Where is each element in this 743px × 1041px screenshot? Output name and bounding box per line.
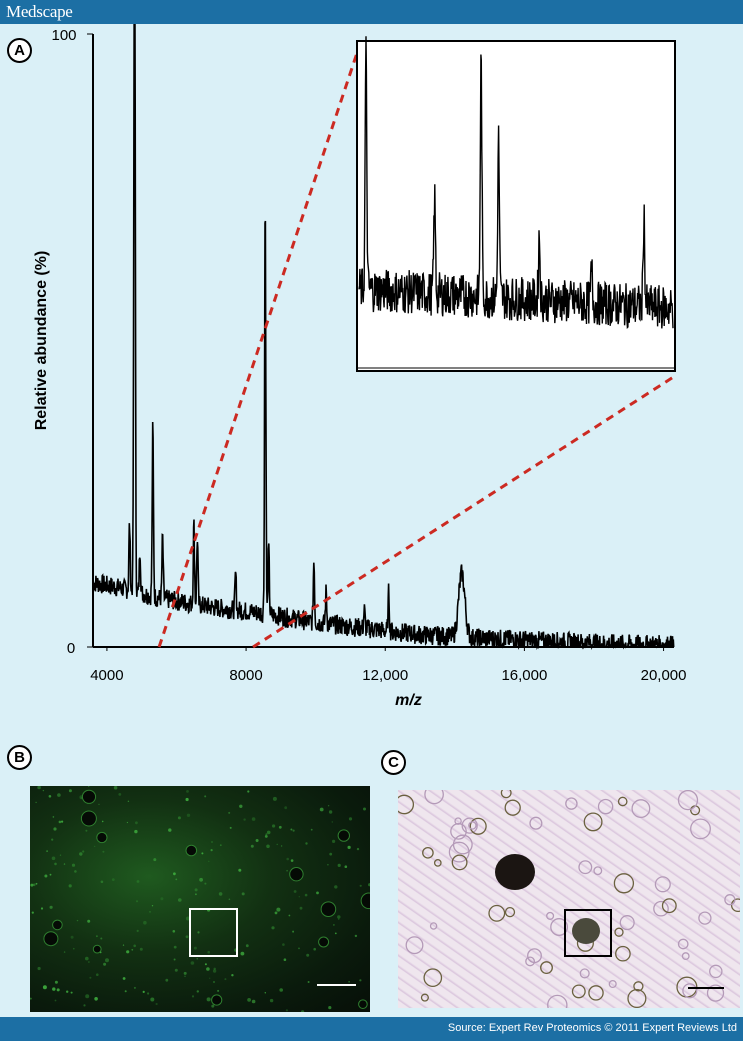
- dark-deposit: [495, 854, 535, 890]
- zoom-line-right: [252, 374, 676, 649]
- x-tick-label: 16,000: [501, 667, 547, 684]
- x-tick-label: 20,000: [641, 667, 687, 684]
- mass-spectrum-chart: 4000 8000 12,000 16,000 20,000 0 100 m/z Relati…: [33, 24, 687, 709]
- x-tick-label: 8000: [229, 667, 262, 684]
- source-credit: Source: Expert Rev Proteomics © 2011 Exp…: [447, 1022, 737, 1034]
- y-tick-label: 100: [51, 27, 76, 44]
- x-axis-label: m/z: [395, 692, 422, 709]
- inset-frame: [356, 40, 676, 372]
- brightfield-micrograph: [398, 790, 740, 1008]
- brand-logo: Medscape: [6, 2, 73, 21]
- main-axes: 4000 8000 12,000 16,000 20,000 0 100: [51, 27, 686, 684]
- zoom-line-left: [157, 52, 359, 648]
- axis-labels: m/z Relative abundance (%): [33, 251, 422, 709]
- x-tick-label: 4000: [90, 667, 123, 684]
- region-box-b: [189, 908, 238, 957]
- region-box-c: [564, 909, 612, 957]
- inset-spectrum-line: [358, 36, 674, 329]
- spectrum-line: [92, 24, 675, 651]
- zoom-guide-lines: [157, 52, 676, 649]
- y-tick-label: 0: [67, 640, 75, 657]
- inset-plot: [356, 36, 676, 372]
- fluorescence-micrograph: [30, 786, 370, 1012]
- top-bar: Medscape: [0, 0, 743, 24]
- main-trace: [92, 24, 675, 651]
- panel-label-c: C: [381, 750, 406, 775]
- y-axis-label: Relative abundance (%): [33, 251, 50, 431]
- panel-label-a: A: [7, 38, 32, 63]
- bottom-bar: Source: Expert Rev Proteomics © 2011 Exp…: [0, 1017, 743, 1041]
- deposit-in-box: [572, 918, 600, 944]
- x-tick-label: 12,000: [362, 667, 408, 684]
- panel-label-b: B: [7, 745, 32, 770]
